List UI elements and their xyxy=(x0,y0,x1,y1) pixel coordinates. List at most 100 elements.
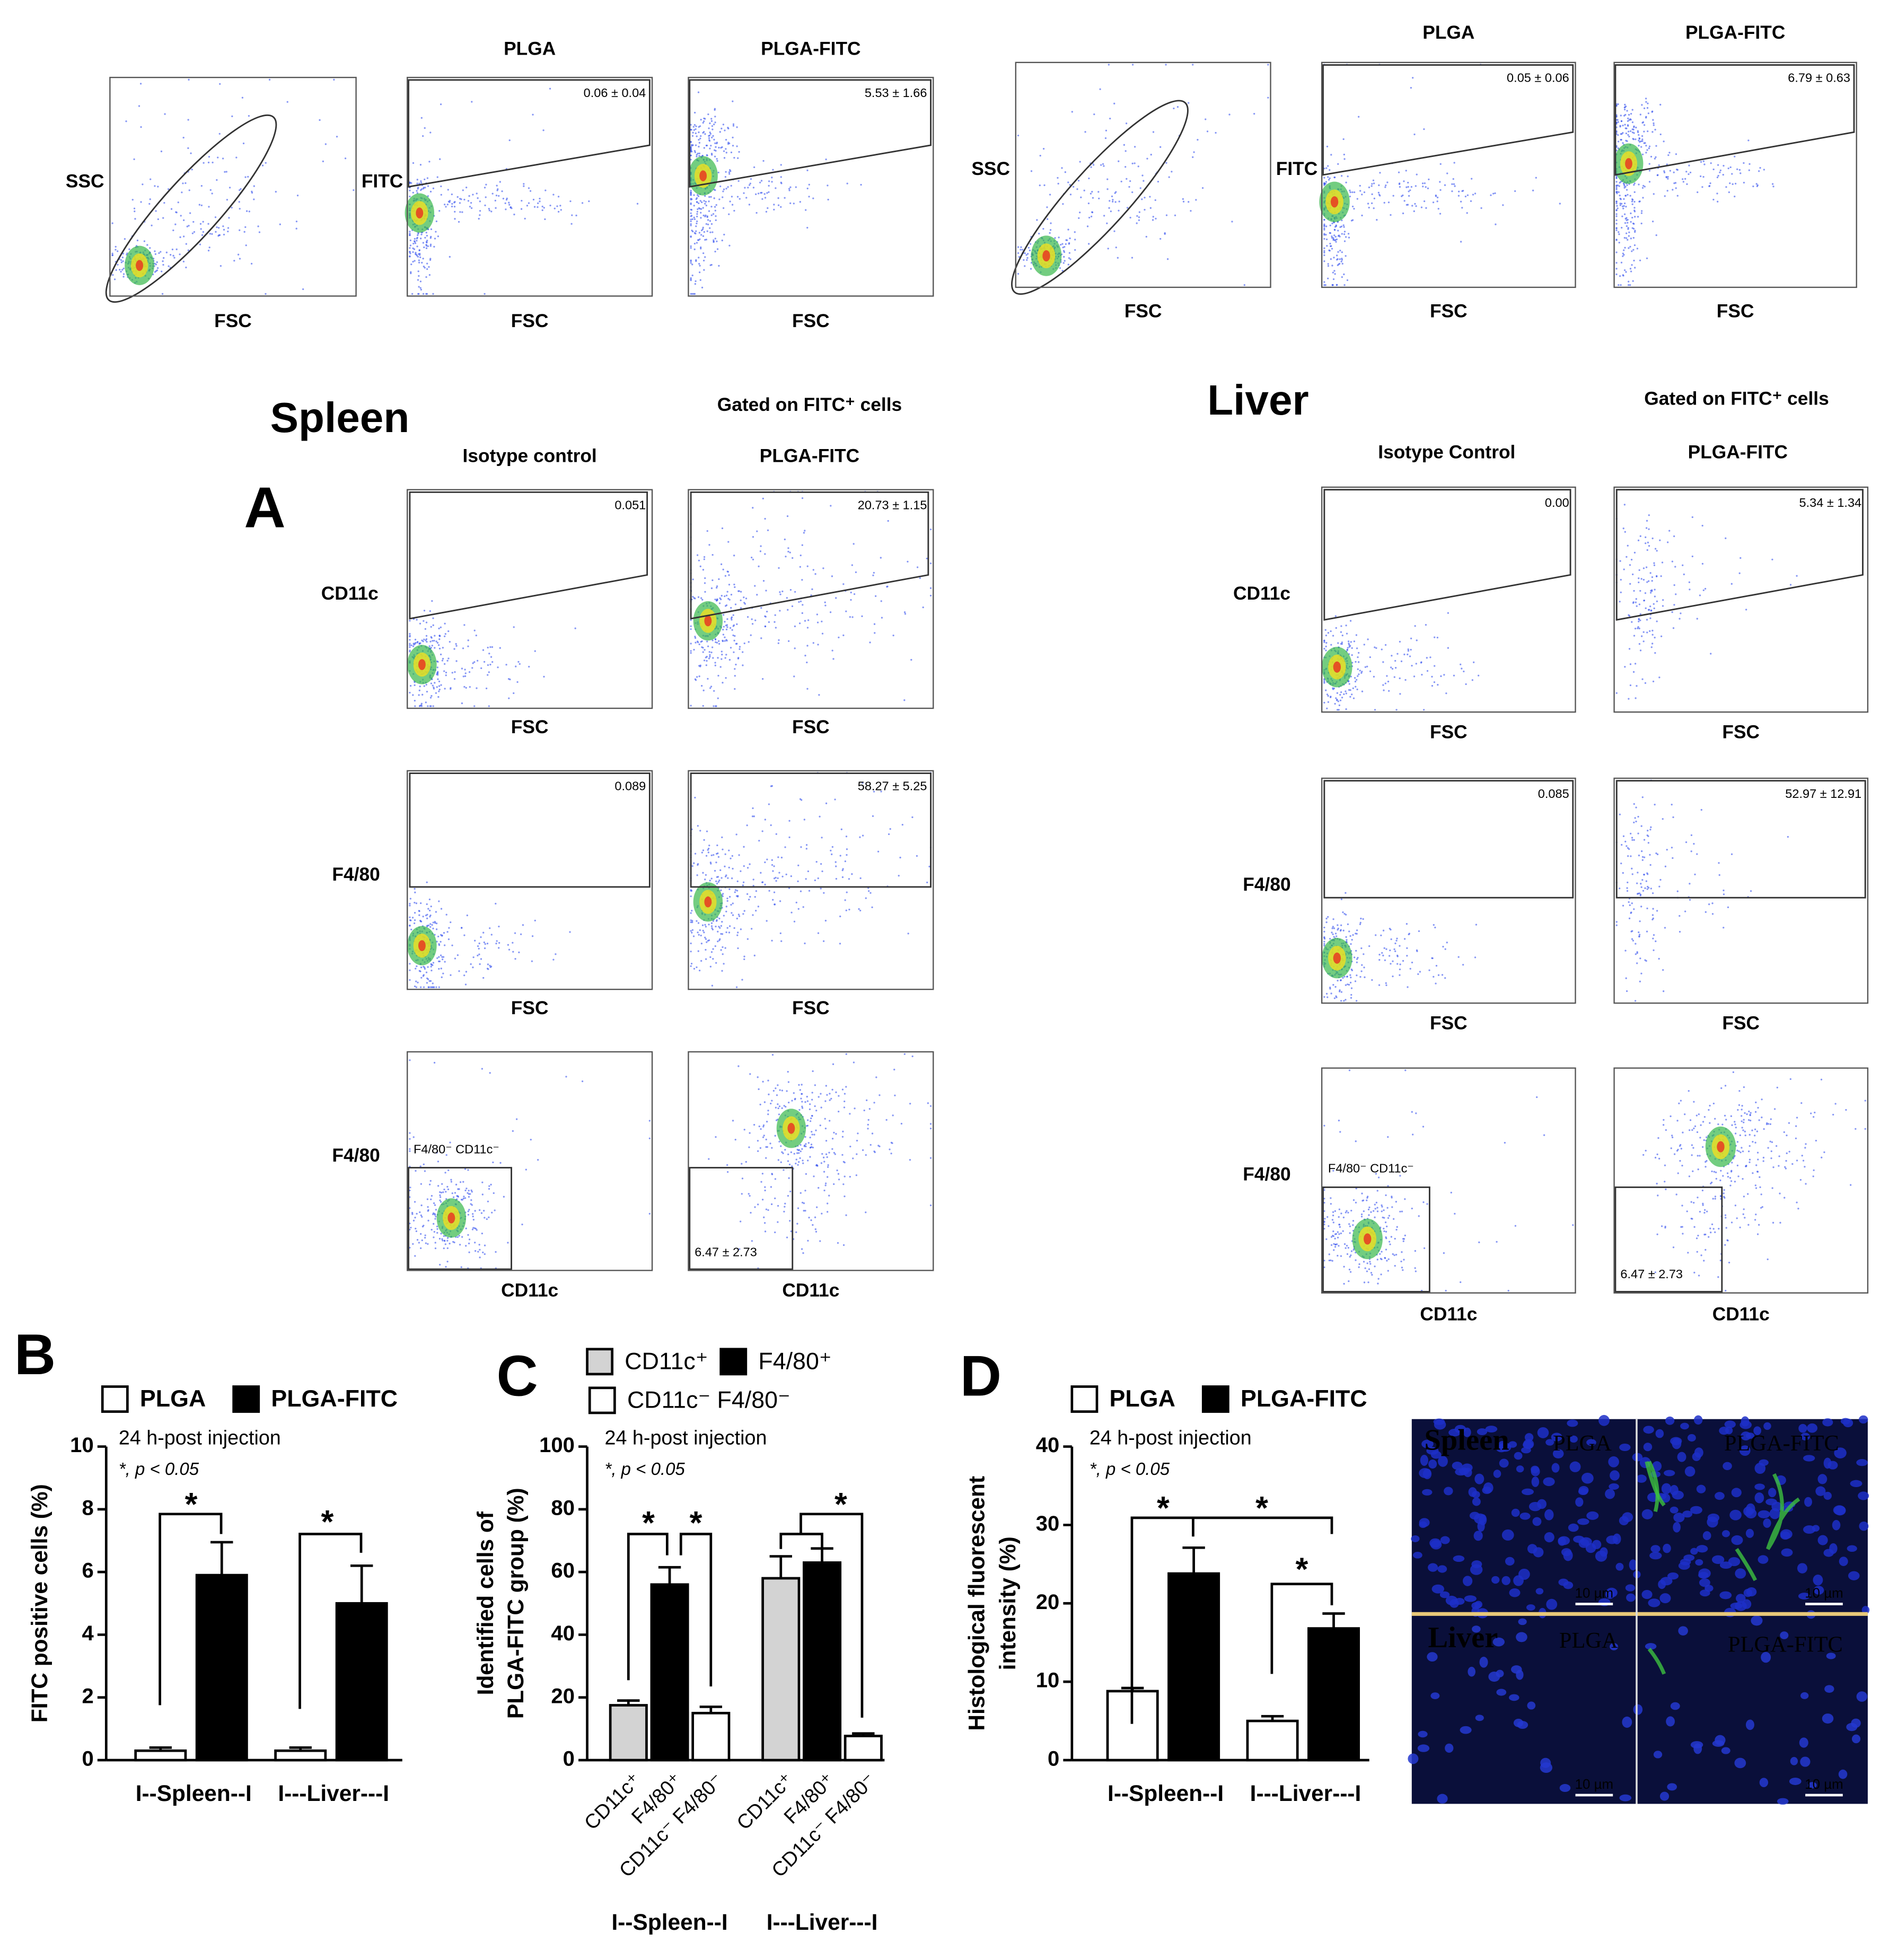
event-dot xyxy=(1653,603,1655,605)
event-dot xyxy=(1398,171,1400,173)
event-dot xyxy=(1020,246,1022,248)
event-dot xyxy=(869,1144,872,1146)
event-dot xyxy=(1343,975,1346,978)
event-dot xyxy=(827,1211,829,1213)
event-dot xyxy=(1371,202,1373,205)
event-dot xyxy=(765,210,768,213)
event-dot xyxy=(484,293,486,295)
event-dot xyxy=(807,1159,809,1162)
event-dot xyxy=(191,169,193,171)
event-dot xyxy=(471,1191,473,1193)
event-dot xyxy=(231,206,233,209)
event-dot xyxy=(849,616,851,618)
event-dot xyxy=(804,530,806,532)
event-dot xyxy=(822,567,824,569)
event-dot xyxy=(1336,709,1339,711)
event-dot xyxy=(421,1239,423,1242)
event-dot xyxy=(722,628,724,631)
event-dot xyxy=(1654,652,1656,654)
event-dot xyxy=(696,215,698,217)
event-dot xyxy=(1347,983,1349,986)
event-dot xyxy=(1333,687,1336,690)
event-dot xyxy=(778,1113,780,1115)
event-dot xyxy=(489,646,491,648)
event-dot xyxy=(420,117,423,119)
event-dot xyxy=(820,1162,823,1164)
event-dot xyxy=(698,139,700,141)
event-dot xyxy=(1647,609,1650,611)
event-dot xyxy=(569,931,571,933)
event-dot xyxy=(875,595,877,597)
event-dot xyxy=(157,186,159,188)
event-dot xyxy=(1649,630,1651,632)
event-dot xyxy=(1325,234,1327,236)
event-dot xyxy=(771,939,773,942)
event-dot xyxy=(489,927,491,929)
y-axis-label: CD11c xyxy=(321,583,379,604)
event-dot xyxy=(1700,161,1702,163)
event-dot xyxy=(760,1128,762,1130)
event-dot xyxy=(787,1071,789,1073)
event-dot xyxy=(498,926,500,928)
event-dot xyxy=(1333,936,1335,938)
event-dot xyxy=(692,230,694,233)
event-dot xyxy=(814,1105,816,1108)
event-dot xyxy=(1615,227,1618,230)
event-dot xyxy=(1352,697,1355,699)
density-dots xyxy=(1319,64,1561,286)
event-dot xyxy=(1658,164,1660,166)
event-dot xyxy=(1358,673,1360,675)
event-dot xyxy=(1701,562,1704,565)
event-dot xyxy=(856,1139,858,1142)
event-dot xyxy=(702,252,705,254)
event-dot xyxy=(1620,578,1622,581)
event-dot xyxy=(1384,644,1387,646)
event-dot xyxy=(714,238,716,240)
event-dot xyxy=(1428,178,1430,181)
event-dot xyxy=(470,207,473,209)
event-dot xyxy=(1057,177,1059,179)
event-dot xyxy=(796,1148,798,1151)
event-dot xyxy=(488,671,490,673)
event-dot xyxy=(820,1093,822,1095)
event-dot xyxy=(1356,961,1358,963)
event-dot xyxy=(541,205,543,208)
event-dot xyxy=(1717,200,1719,203)
event-dot xyxy=(707,645,709,647)
event-dot xyxy=(1393,676,1395,678)
event-dot xyxy=(731,204,734,206)
event-dot xyxy=(748,899,750,901)
event-dot xyxy=(1326,996,1329,998)
event-dot xyxy=(1129,216,1131,219)
event-dot xyxy=(831,1148,833,1150)
event-dot xyxy=(1631,250,1633,252)
event-dot xyxy=(1453,674,1455,676)
event-dot xyxy=(227,227,230,229)
event-dot xyxy=(1440,675,1442,678)
event-dot xyxy=(1324,629,1326,631)
event-dot xyxy=(1454,185,1456,187)
event-dot xyxy=(490,1183,492,1186)
event-dot xyxy=(474,1250,477,1252)
event-dot xyxy=(831,575,833,577)
event-dot xyxy=(709,231,711,233)
event-dot xyxy=(436,1225,438,1228)
event-dot xyxy=(478,953,480,955)
x-axis-label: FSC xyxy=(511,998,549,1018)
event-dot xyxy=(693,205,695,207)
event-dot xyxy=(1080,196,1082,198)
event-dot xyxy=(231,115,233,118)
event-dot xyxy=(805,1125,808,1127)
event-dot xyxy=(1388,690,1390,692)
event-dot xyxy=(1323,701,1325,704)
event-dot xyxy=(793,203,795,205)
event-dot xyxy=(433,1236,435,1238)
event-dot xyxy=(225,171,227,173)
event-dot xyxy=(1401,195,1403,197)
event-dot xyxy=(696,220,698,223)
event-dot xyxy=(789,588,792,591)
event-dot xyxy=(916,855,918,857)
event-dot xyxy=(163,202,165,204)
event-dot xyxy=(725,188,727,190)
event-dot xyxy=(803,819,805,821)
